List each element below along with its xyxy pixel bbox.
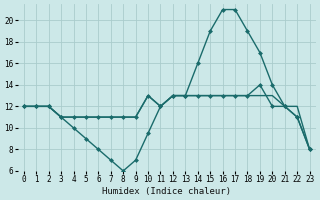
X-axis label: Humidex (Indice chaleur): Humidex (Indice chaleur) <box>102 187 231 196</box>
